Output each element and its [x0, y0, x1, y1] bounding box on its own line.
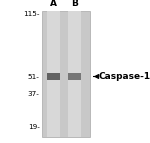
Text: 115-: 115-: [23, 11, 40, 17]
Bar: [68, 11, 81, 137]
Bar: [46, 73, 60, 80]
Text: 19-: 19-: [28, 124, 40, 130]
Text: Caspase-12: Caspase-12: [98, 72, 150, 81]
Text: A: A: [50, 0, 57, 8]
Text: 51-: 51-: [28, 74, 40, 80]
Text: 37-: 37-: [28, 91, 40, 97]
Bar: [68, 73, 81, 80]
Bar: [46, 11, 60, 137]
Text: B: B: [71, 0, 78, 8]
Bar: [42, 11, 90, 137]
